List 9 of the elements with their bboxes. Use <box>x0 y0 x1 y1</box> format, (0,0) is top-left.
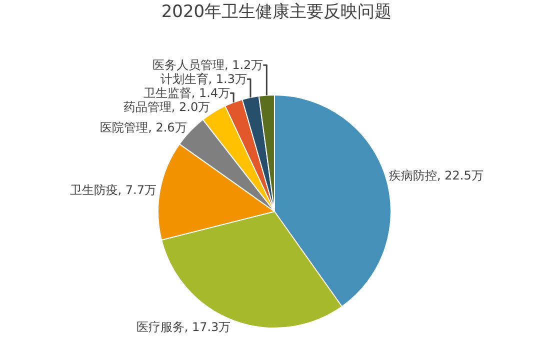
slice-label: 卫生监督, 1.4万 <box>143 86 230 100</box>
chart-title: 2020年卫生健康主要反映问题 <box>161 2 392 22</box>
slice-label: 计划生育, 1.3万 <box>160 72 247 86</box>
slice-label: 疾病防控, 22.5万 <box>389 168 484 182</box>
slice-label: 药品管理, 2.0万 <box>123 100 210 114</box>
slice-label: 医疗服务, 17.3万 <box>136 320 231 334</box>
slice-label: 医务人员管理, 1.2万 <box>152 58 264 72</box>
slice-label: 卫生防疫, 7.7万 <box>70 182 156 197</box>
slice-label: 医院管理, 2.6万 <box>100 120 187 135</box>
